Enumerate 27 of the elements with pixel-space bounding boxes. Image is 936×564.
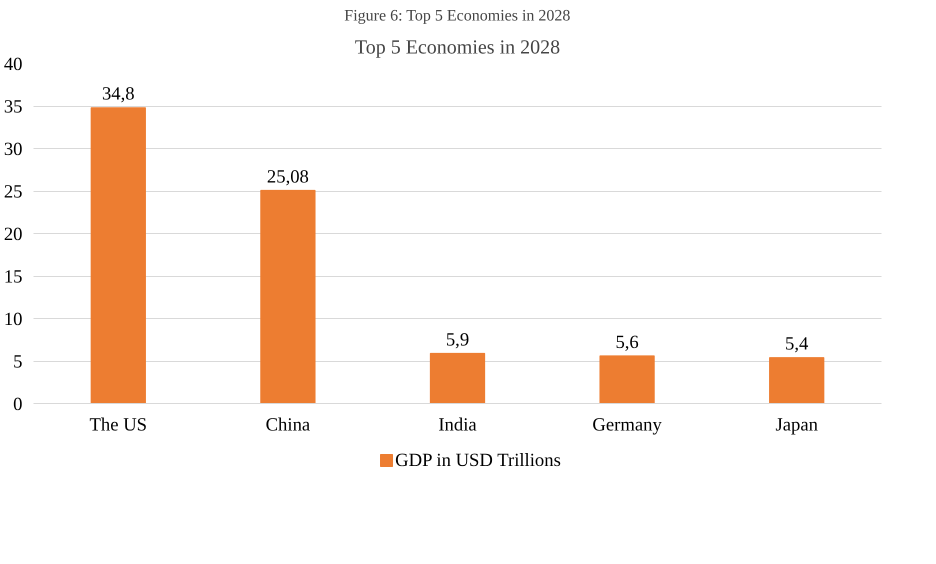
bar xyxy=(430,352,486,404)
y-tick-label: 20 xyxy=(4,224,22,245)
y-tick-label: 35 xyxy=(4,96,22,118)
bar xyxy=(769,357,824,404)
x-tick-label: India xyxy=(438,414,478,436)
y-tick-label: 40 xyxy=(4,54,22,75)
y-tick-label: 15 xyxy=(4,266,22,288)
bar xyxy=(260,190,316,404)
data-label: 5,4 xyxy=(785,334,810,355)
y-tick-label: 25 xyxy=(4,182,22,202)
x-tick-label: The US xyxy=(90,414,148,436)
x-tick-label: Germany xyxy=(592,414,662,436)
y-tick-label: 0 xyxy=(13,394,22,415)
chart-title: Top 5 Economies in 2028 xyxy=(354,36,560,58)
y-tick-label: 5 xyxy=(13,352,22,372)
x-tick-label: Japan xyxy=(775,414,819,436)
y-tick-label: 10 xyxy=(4,309,22,330)
data-label: 25,08 xyxy=(266,166,309,188)
bar xyxy=(599,355,655,404)
y-tick-label: 30 xyxy=(4,139,22,160)
data-label: 5,9 xyxy=(446,329,470,350)
data-label: 5,6 xyxy=(615,332,639,353)
data-label: 34,8 xyxy=(102,84,135,105)
bar xyxy=(90,107,146,404)
legend-label: GDP in USD Trillions xyxy=(395,450,561,471)
caption: Figure 6: Top 5 Economies in 2028 xyxy=(344,8,570,24)
x-tick-label: China xyxy=(266,414,311,436)
